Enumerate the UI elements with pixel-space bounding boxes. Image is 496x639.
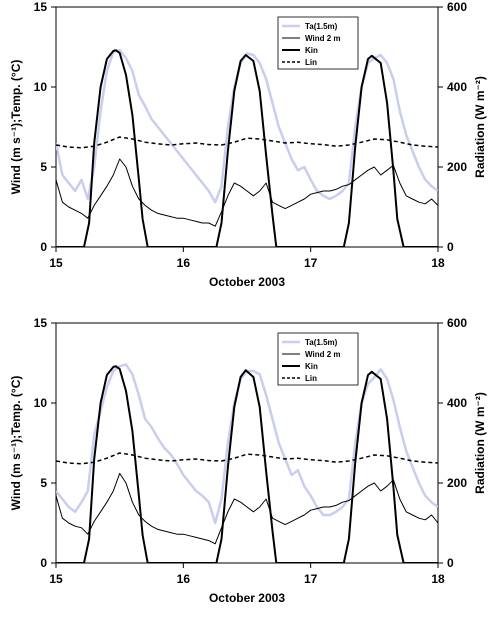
y-left-tick-label: 0 bbox=[40, 240, 47, 254]
y-left-axis-label: Wind (m s⁻¹);Temp. (°C) bbox=[9, 376, 23, 511]
x-tick-label: 18 bbox=[431, 256, 445, 270]
y-left-tick-label: 5 bbox=[40, 476, 47, 490]
series-line-kin bbox=[56, 50, 438, 247]
y-right-tick-label: 600 bbox=[447, 0, 467, 14]
y-left-tick-label: 5 bbox=[40, 160, 47, 174]
y-right-tick-label: 600 bbox=[447, 316, 467, 330]
y-right-tick-label: 400 bbox=[447, 80, 467, 94]
x-tick-label: 17 bbox=[304, 572, 318, 586]
legend-label-lin: Lin bbox=[305, 374, 317, 383]
x-tick-label: 15 bbox=[49, 572, 63, 586]
x-tick-label: 16 bbox=[177, 256, 191, 270]
y-right-tick-label: 0 bbox=[447, 556, 454, 570]
series-group bbox=[56, 365, 438, 563]
y-right-tick-label: 400 bbox=[447, 396, 467, 410]
y-left-axis-label: Wind (m s⁻¹);Temp. (°C) bbox=[9, 60, 23, 195]
y-right-axis-label: Radiation (W m⁻²) bbox=[473, 392, 487, 494]
y-right-tick-label: 0 bbox=[447, 240, 454, 254]
x-tick-label: 16 bbox=[177, 572, 191, 586]
legend-label-kin: Kin bbox=[305, 362, 318, 371]
y-right-tick-label: 200 bbox=[447, 160, 467, 174]
legend-label-ta-1-5m: Ta(1.5m) bbox=[305, 338, 338, 347]
series-group bbox=[56, 50, 438, 247]
plot-area-frame bbox=[56, 7, 438, 247]
y-left-tick-label: 10 bbox=[34, 396, 48, 410]
y-left-tick-label: 15 bbox=[34, 0, 48, 14]
legend-label-kin: Kin bbox=[305, 46, 318, 55]
series-line-ta-1-5m bbox=[56, 50, 438, 202]
x-tick-label: 15 bbox=[49, 256, 63, 270]
y-right-axis-label: Radiation (W m⁻²) bbox=[473, 76, 487, 178]
x-axis-label: October 2003 bbox=[209, 591, 285, 605]
legend-label-wind-2-m: Wind 2 m bbox=[305, 350, 340, 359]
y-left-tick-label: 15 bbox=[34, 316, 48, 330]
series-line-lin bbox=[56, 137, 438, 148]
series-line-wind-2-m bbox=[56, 473, 438, 543]
legend: Ta(1.5m) Wind 2 m Kin Lin bbox=[278, 333, 358, 385]
series-line-wind-2-m bbox=[56, 159, 438, 226]
x-tick-label: 18 bbox=[431, 572, 445, 586]
legend-label-lin: Lin bbox=[305, 58, 317, 67]
plot-area-frame bbox=[56, 323, 438, 563]
series-line-ta-1-5m bbox=[56, 365, 438, 523]
x-tick-label: 17 bbox=[304, 256, 318, 270]
x-axis-label: October 2003 bbox=[209, 275, 285, 289]
legend-label-ta-1-5m: Ta(1.5m) bbox=[305, 22, 338, 31]
legend-label-wind-2-m: Wind 2 m bbox=[305, 34, 340, 43]
y-left-tick-label: 10 bbox=[34, 80, 48, 94]
series-line-lin bbox=[56, 453, 438, 464]
series-line-kin bbox=[56, 366, 438, 563]
legend: Ta(1.5m) Wind 2 m Kin Lin bbox=[278, 17, 358, 69]
y-right-tick-label: 200 bbox=[447, 476, 467, 490]
y-left-tick-label: 0 bbox=[40, 556, 47, 570]
